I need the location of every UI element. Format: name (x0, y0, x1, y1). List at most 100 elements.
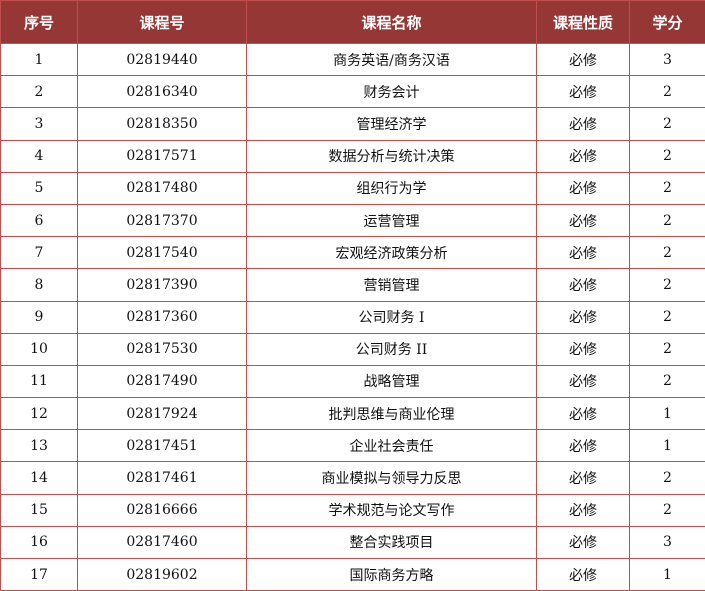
cell-course-name: 学术规范与论文写作 (246, 493, 537, 527)
table-row: 10 02817530 公司财务 II 必修 2 (0, 332, 705, 366)
cell-credits: 3 (629, 42, 705, 77)
cell-index: 4 (0, 139, 78, 173)
cell-course-code: 02817461 (77, 461, 247, 495)
cell-course-name: 营销管理 (246, 268, 537, 302)
cell-course-type: 必修 (536, 300, 630, 334)
cell-index: 8 (0, 268, 78, 302)
cell-course-type: 必修 (536, 75, 630, 109)
cell-course-name: 国际商务方略 (246, 557, 537, 591)
table-row: 15 02816666 学术规范与论文写作 必修 2 (0, 493, 705, 527)
cell-index: 14 (0, 461, 78, 495)
header-course-code: 课程号 (77, 0, 247, 44)
cell-course-code: 02817530 (77, 332, 247, 366)
cell-course-type: 必修 (536, 525, 630, 560)
cell-course-code: 02817490 (77, 364, 247, 399)
cell-course-type: 必修 (536, 364, 630, 399)
cell-course-name: 数据分析与统计决策 (246, 139, 537, 173)
cell-course-type: 必修 (536, 268, 630, 302)
cell-index: 13 (0, 429, 78, 463)
cell-course-type: 必修 (536, 332, 630, 366)
cell-course-name: 战略管理 (246, 364, 537, 399)
cell-index: 6 (0, 203, 78, 238)
cell-index: 1 (0, 42, 78, 77)
cell-course-code: 02817460 (77, 525, 247, 560)
cell-course-type: 必修 (536, 107, 630, 141)
cell-credits: 1 (629, 557, 705, 591)
cell-course-type: 必修 (536, 461, 630, 495)
cell-course-name: 批判思维与商业伦理 (246, 397, 537, 431)
table-row: 9 02817360 公司财务 I 必修 2 (0, 300, 705, 334)
cell-course-code: 02817480 (77, 171, 247, 205)
cell-course-code: 02819602 (77, 557, 247, 591)
cell-course-code: 02816340 (77, 75, 247, 109)
cell-course-name: 企业社会责任 (246, 429, 537, 463)
header-credits: 学分 (629, 0, 705, 44)
table-row: 16 02817460 整合实践项目 必修 3 (0, 525, 705, 560)
cell-credits: 2 (629, 75, 705, 109)
cell-credits: 1 (629, 397, 705, 431)
cell-course-code: 02817540 (77, 236, 247, 270)
cell-course-name: 公司财务 I (246, 300, 537, 334)
cell-credits: 2 (629, 461, 705, 495)
table-row: 7 02817540 宏观经济政策分析 必修 2 (0, 236, 705, 270)
cell-course-code: 02817924 (77, 397, 247, 431)
cell-course-name: 公司财务 II (246, 332, 537, 366)
table-row: 17 02819602 国际商务方略 必修 1 (0, 557, 705, 591)
cell-course-type: 必修 (536, 397, 630, 431)
cell-course-type: 必修 (536, 42, 630, 77)
cell-course-name: 组织行为学 (246, 171, 537, 205)
cell-course-name: 商业模拟与领导力反思 (246, 461, 537, 495)
table-row: 3 02818350 管理经济学 必修 2 (0, 107, 705, 141)
table-body: 1 02819440 商务英语/商务汉语 必修 3 2 02816340 财务会计 必修 2 3 02… (0, 42, 705, 591)
cell-index: 17 (0, 557, 78, 591)
cell-course-name: 整合实践项目 (246, 525, 537, 560)
cell-credits: 2 (629, 493, 705, 527)
cell-credits: 2 (629, 300, 705, 334)
table-row: 8 02817390 营销管理 必修 2 (0, 268, 705, 302)
cell-index: 11 (0, 364, 78, 399)
table-row: 4 02817571 数据分析与统计决策 必修 2 (0, 139, 705, 173)
cell-course-type: 必修 (536, 139, 630, 173)
cell-course-code: 02817571 (77, 139, 247, 173)
cell-credits: 2 (629, 171, 705, 205)
cell-index: 12 (0, 397, 78, 431)
table-row: 1 02819440 商务英语/商务汉语 必修 3 (0, 42, 705, 77)
cell-course-code: 02816666 (77, 493, 247, 527)
cell-course-type: 必修 (536, 429, 630, 463)
cell-course-name: 管理经济学 (246, 107, 537, 141)
cell-credits: 2 (629, 332, 705, 366)
cell-course-name: 商务英语/商务汉语 (246, 42, 537, 77)
cell-credits: 1 (629, 429, 705, 463)
header-row: 序号 课程号 课程名称 课程性质 学分 (0, 0, 705, 44)
cell-course-code: 02818350 (77, 107, 247, 141)
cell-credits: 2 (629, 268, 705, 302)
header-course-name: 课程名称 (246, 0, 537, 44)
table-row: 12 02817924 批判思维与商业伦理 必修 1 (0, 397, 705, 431)
cell-credits: 3 (629, 525, 705, 560)
cell-course-type: 必修 (536, 236, 630, 270)
cell-index: 3 (0, 107, 78, 141)
table-row: 11 02817490 战略管理 必修 2 (0, 364, 705, 399)
cell-index: 15 (0, 493, 78, 527)
cell-course-type: 必修 (536, 557, 630, 591)
cell-index: 5 (0, 171, 78, 205)
header-index: 序号 (0, 0, 78, 44)
cell-course-type: 必修 (536, 203, 630, 238)
table-row: 14 02817461 商业模拟与领导力反思 必修 2 (0, 461, 705, 495)
cell-course-code: 02817360 (77, 300, 247, 334)
cell-index: 9 (0, 300, 78, 334)
cell-index: 10 (0, 332, 78, 366)
cell-course-code: 02817390 (77, 268, 247, 302)
table-row: 5 02817480 组织行为学 必修 2 (0, 171, 705, 205)
cell-credits: 2 (629, 139, 705, 173)
cell-credits: 2 (629, 107, 705, 141)
cell-course-name: 运营管理 (246, 203, 537, 238)
cell-index: 16 (0, 525, 78, 560)
table-row: 2 02816340 财务会计 必修 2 (0, 75, 705, 109)
cell-index: 7 (0, 236, 78, 270)
header-course-type: 课程性质 (536, 0, 630, 44)
cell-credits: 2 (629, 203, 705, 238)
cell-course-name: 宏观经济政策分析 (246, 236, 537, 270)
table-row: 13 02817451 企业社会责任 必修 1 (0, 429, 705, 463)
